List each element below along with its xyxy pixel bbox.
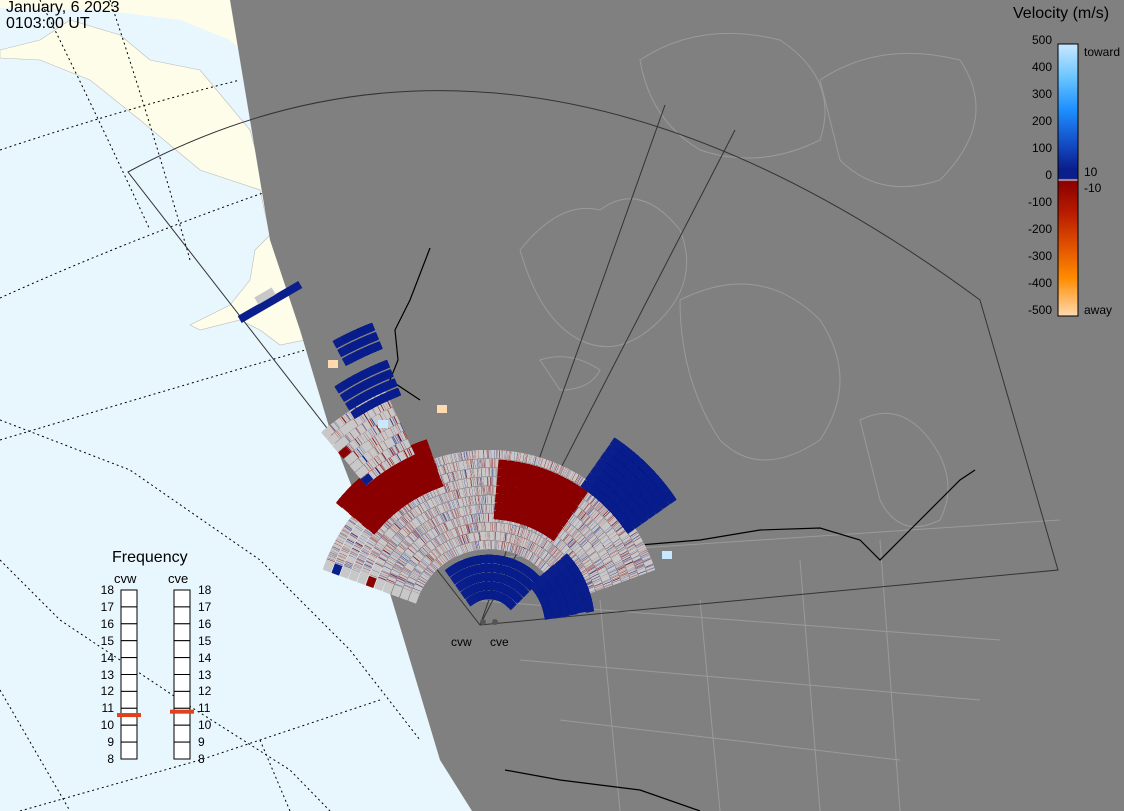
velocity-cells <box>237 281 677 620</box>
night-shading <box>230 0 1124 811</box>
coastlines <box>459 32 1061 811</box>
alaska-coast-north <box>0 0 250 60</box>
alaska-land <box>0 19 306 346</box>
